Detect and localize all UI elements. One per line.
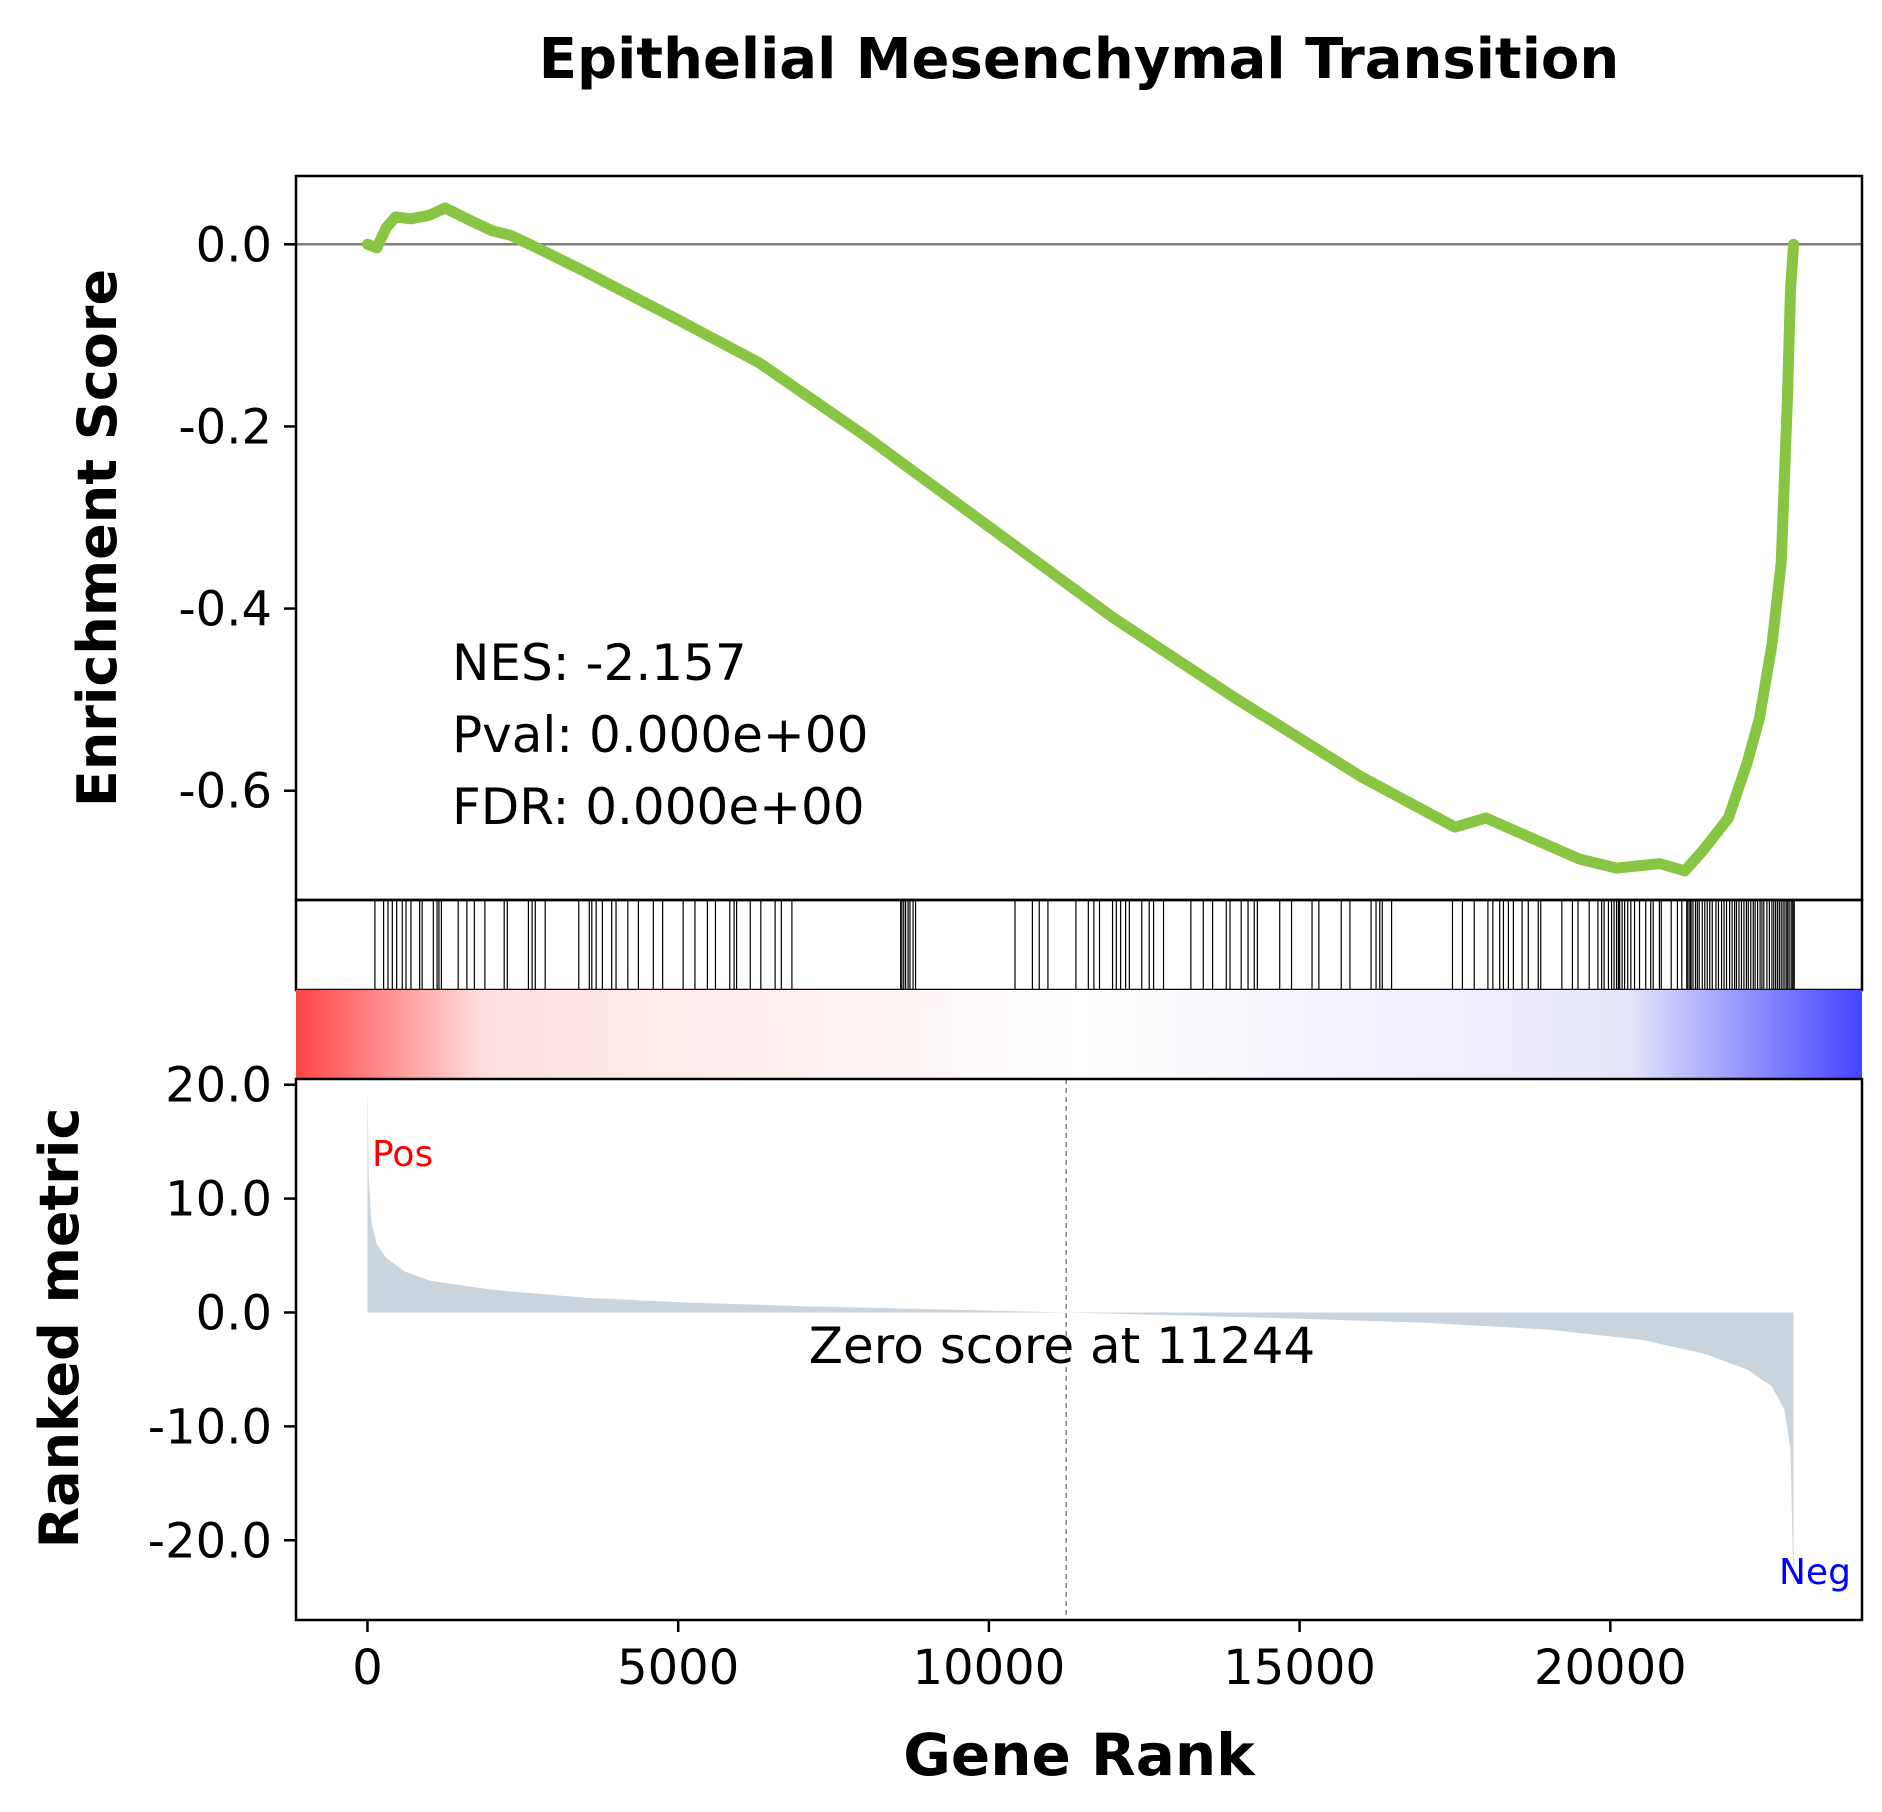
ranked-metric-frame xyxy=(294,1077,1864,1622)
x-tick-label: 10000 xyxy=(913,1640,1066,1696)
enrichment-stats: NES: -2.157 Pval: 0.000e+00 FDR: 0.000e+… xyxy=(452,634,868,836)
hit-lines xyxy=(374,900,1795,990)
zero-cross-label: Zero score at 11244 xyxy=(809,1317,1315,1375)
pval-stat: Pval: 0.000e+00 xyxy=(452,706,868,764)
ranked-metric-y-tick-label: 10.0 xyxy=(165,1172,272,1228)
fdr-stat: FDR: 0.000e+00 xyxy=(452,778,865,836)
enrichment-y-tick-label: 0.0 xyxy=(196,217,272,273)
x-tick-label: 15000 xyxy=(1223,1640,1376,1696)
x-axis-ticks: 0 5000 10000 15000 20000 xyxy=(352,1620,1687,1696)
chart-title: Epithelial Mesenchymal Transition xyxy=(539,27,1619,92)
nes-stat: NES: -2.157 xyxy=(452,634,747,692)
ranked-metric-y-tick-label: -20.0 xyxy=(148,1513,272,1569)
ranked-metric-y-tick-label: 0.0 xyxy=(196,1285,272,1341)
enrichment-panel: 0.0 -0.2 -0.4 -0.6 NES: -2.157 Pval: 0.000e… xyxy=(66,174,1864,902)
enrichment-score-line xyxy=(362,202,1800,877)
enrichment-y-label: Enrichment Score xyxy=(66,269,129,807)
hits-panel xyxy=(294,898,1864,992)
enrichment-y-tick-label: -0.6 xyxy=(178,764,272,820)
x-tick-label: 0 xyxy=(352,1640,383,1696)
enrichment-y-tick-label: -0.2 xyxy=(178,399,272,455)
ranked-metric-y-label: Ranked metric xyxy=(28,1108,91,1549)
x-tick-label: 20000 xyxy=(1534,1640,1687,1696)
ranked-metric-y-tick-label: -10.0 xyxy=(148,1399,272,1455)
x-axis-label: Gene Rank xyxy=(903,1721,1256,1789)
x-tick-label: 5000 xyxy=(617,1640,739,1696)
enrichment-y-tick-label: -0.4 xyxy=(178,582,272,638)
ranked-metric-y-tick-label: 20.0 xyxy=(165,1058,272,1114)
hits-frame xyxy=(294,898,1864,992)
neg-label: Neg xyxy=(1779,1552,1851,1593)
enrichment-y-ticks: 0.0 -0.2 -0.4 -0.6 xyxy=(178,217,296,820)
ranked-metric-panel: Zero score at 11244 Pos Neg 20.0 10.0 0.0 -… xyxy=(28,1058,1864,1696)
ranked-metric-y-ticks: 20.0 10.0 0.0 -10.0 -20.0 xyxy=(148,1058,296,1569)
pos-label: Pos xyxy=(372,1134,433,1175)
rank-gradient-bar xyxy=(296,990,1862,1079)
